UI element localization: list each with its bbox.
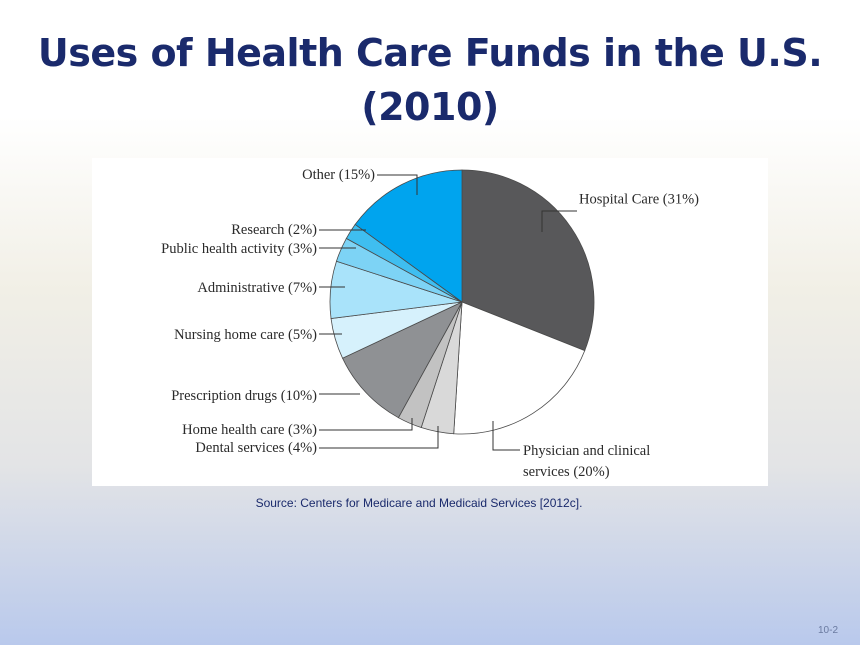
label-physician-line2: services (20%) [523, 464, 610, 480]
label-public-health: Public health activity (3%) [161, 241, 317, 257]
label-research: Research (2%) [231, 222, 317, 238]
label-physician: Physician and clinical services (20%) [523, 443, 650, 480]
label-dental: Dental services (4%) [195, 440, 317, 456]
label-other: Other (15%) [302, 167, 375, 183]
label-hospital-care: Hospital Care (31%) [579, 191, 699, 207]
label-nursing-home: Nursing home care (5%) [174, 327, 317, 343]
pie-chart: Hospital Care (31%) Physician and clinic… [161, 167, 699, 480]
pie-slice-4 [342, 301, 463, 419]
page-number: 10-2 [817, 625, 838, 636]
pie-chart-panel: Hospital Care (31%) Physician and clinic… [92, 158, 768, 486]
label-physician-line1: Physician and clinical [523, 443, 650, 459]
slide-title: Uses of Health Care Funds in the U.S. (2… [37, 31, 823, 129]
leader-home-health [319, 418, 413, 431]
leader-dental [319, 426, 439, 449]
label-home-health: Home health care (3%) [182, 422, 317, 438]
leader-other [377, 174, 418, 195]
label-administrative: Administrative (7%) [197, 280, 317, 296]
source-note: Source: Centers for Medicare and Medicai… [255, 496, 583, 510]
pie-slice-0 [461, 169, 595, 352]
pie-slice-1 [453, 301, 586, 435]
label-prescription: Prescription drugs (10%) [171, 388, 317, 404]
leader-hospital-care [541, 210, 577, 232]
pie-slice-9 [354, 169, 463, 303]
leader-physician [492, 421, 520, 451]
